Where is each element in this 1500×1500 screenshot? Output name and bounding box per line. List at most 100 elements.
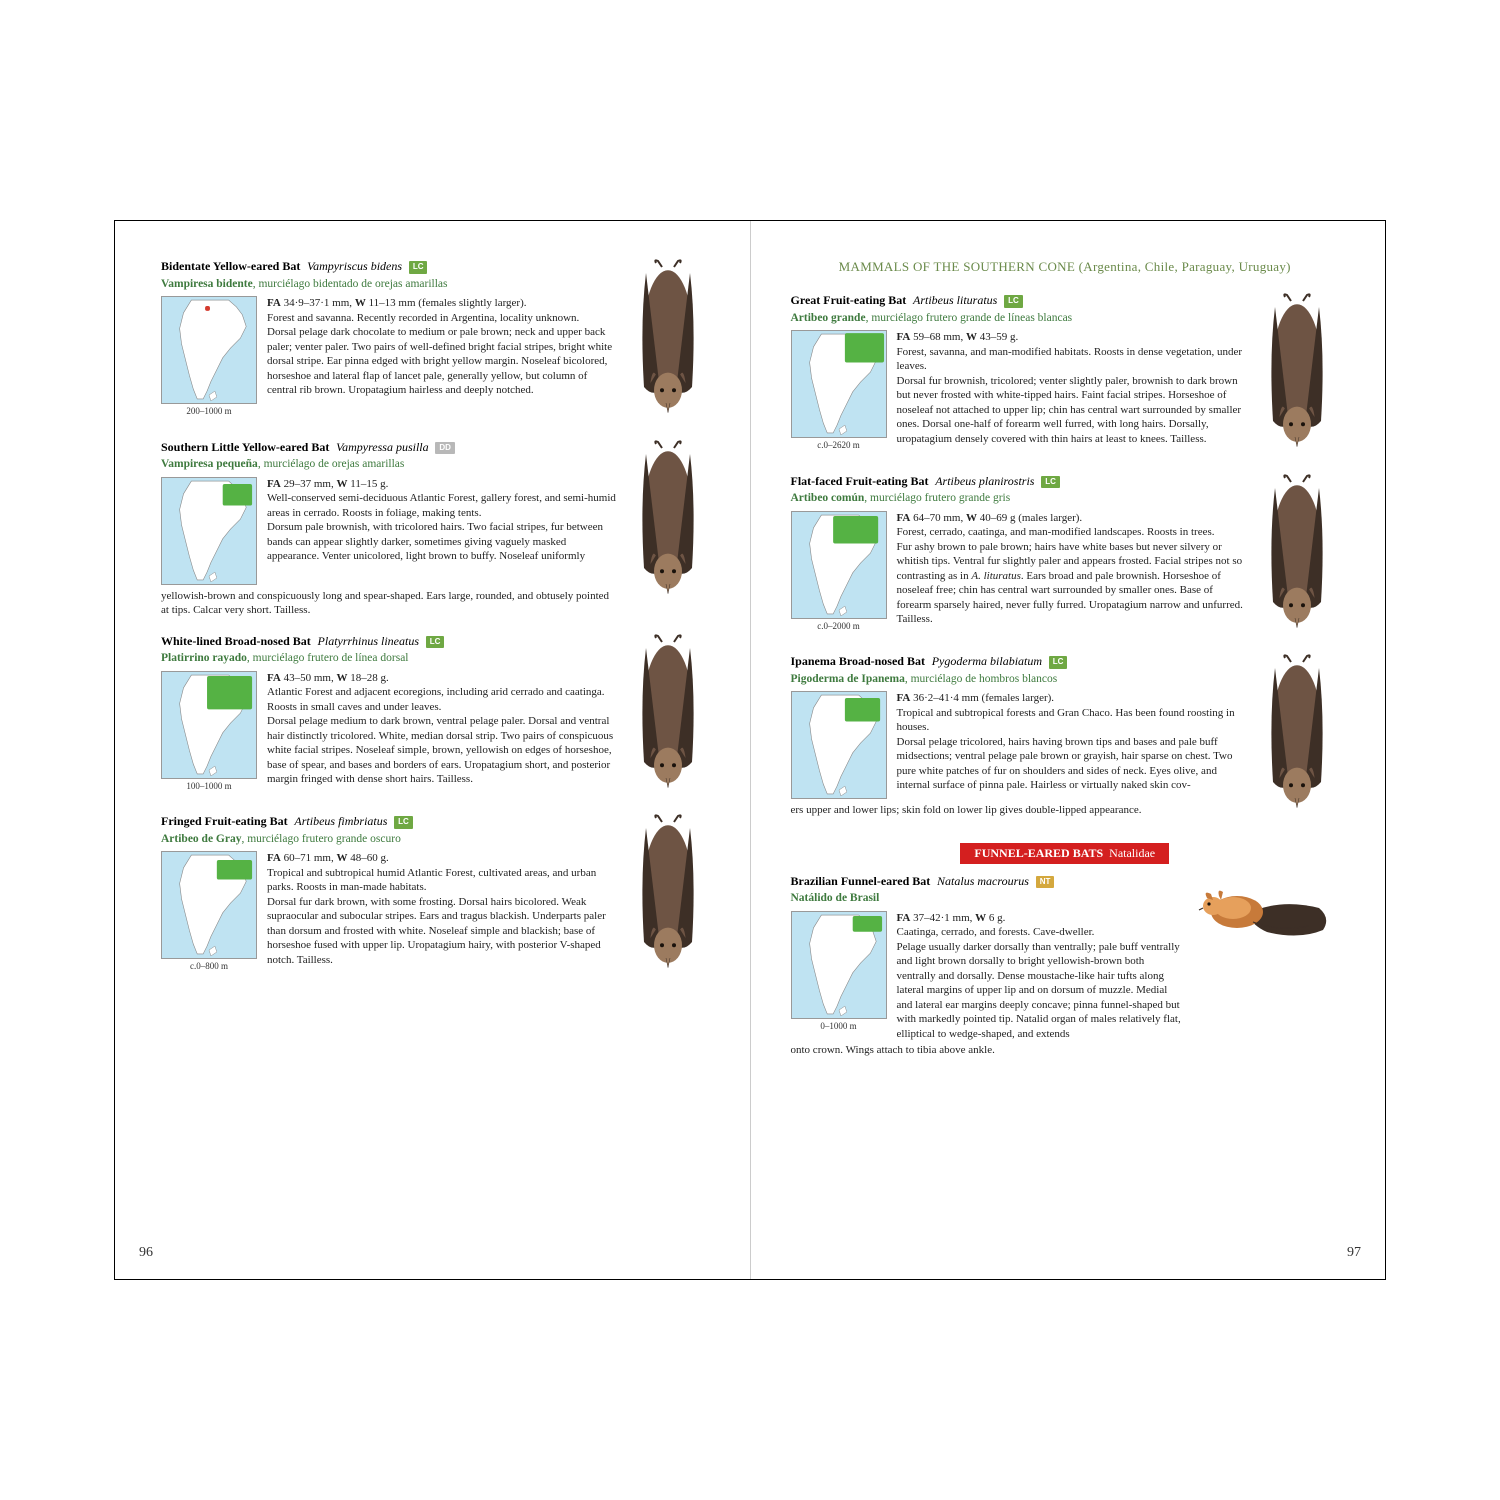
map-column: c.0–800 m — [161, 851, 257, 973]
range-map — [792, 512, 886, 618]
measurements: FA 59–68 mm, W 43–59 g. — [897, 330, 1248, 345]
entry-heading: Southern Little Yellow-eared Bat Vampyre… — [161, 440, 618, 456]
scientific-name: Artibeus lituratus — [913, 293, 997, 307]
description-column: FA 64–70 mm, W 40–69 g (males larger). F… — [897, 511, 1248, 633]
status-badge: LC — [409, 261, 428, 274]
species-entry-white-lined: White-lined Broad-nosed Bat Platyrrhinus… — [161, 634, 710, 799]
description-column: FA 29–37 mm, W 11–15 g. Well-conserved s… — [267, 477, 618, 587]
map-box — [161, 851, 257, 959]
common-name: Great Fruit-eating Bat — [791, 293, 907, 307]
page-number-left: 96 — [139, 1245, 153, 1261]
range-map — [792, 331, 886, 437]
species-entry-great-fruit: Great Fruit-eating Bat Artibeus lituratu… — [791, 293, 1340, 458]
overflow-text: yellowish-brown and conspicuously long a… — [161, 589, 618, 618]
measurements: FA 43–50 mm, W 18–28 g. — [267, 671, 618, 686]
map-box — [161, 296, 257, 404]
scientific-name: Platyrrhinus lineatus — [318, 634, 419, 648]
habitat-text: Forest and savanna. Recently recorded in… — [267, 311, 618, 326]
species-entry-brazilian-funnel: Brazilian Funnel-eared Bat Natalus macro… — [791, 874, 1340, 1058]
overflow-text: onto crown. Wings attach to tibia above … — [791, 1043, 1182, 1058]
entry-heading: Ipanema Broad-nosed Bat Pygoderma bilabi… — [791, 654, 1248, 670]
description-text: Dorsal fur brownish, tricolored; venter … — [897, 374, 1248, 447]
map-column — [161, 477, 257, 587]
habitat-text: Tropical and subtropical humid Atlantic … — [267, 866, 618, 895]
bat-illustration-column — [1255, 293, 1339, 458]
es-primary-name: Vampiresa pequeña — [161, 458, 258, 470]
bat-illustration-flying — [1189, 874, 1339, 954]
spanish-names: Artibeo grande, murciélago frutero grand… — [791, 311, 1248, 326]
es-alt-name: , murciélago frutero grande oscuro — [241, 833, 400, 845]
es-alt-name: , murciélago bidentado de orejas amarill… — [253, 278, 448, 290]
spanish-names: Artibeo común, murciélago frutero grande… — [791, 491, 1248, 506]
bat-illustration — [626, 814, 710, 974]
status-badge: LC — [426, 636, 445, 649]
measurements: FA 36·2–41·4 mm (females larger). — [897, 691, 1248, 706]
description-text: Dorsum pale brownish, with tricolored ha… — [267, 520, 618, 564]
habitat-text: Forest, cerrado, caatinga, and man-modif… — [897, 525, 1248, 540]
es-primary-name: Pigoderma de Ipanema — [791, 673, 905, 685]
habitat-text: Atlantic Forest and adjacent ecoregions,… — [267, 685, 618, 714]
es-primary-name: Artibeo grande — [791, 312, 866, 324]
habitat-text: Tropical and subtropical forests and Gra… — [897, 706, 1248, 735]
scientific-name: Natalus macrourus — [937, 874, 1029, 888]
range-map — [792, 912, 886, 1018]
entry-heading: Brazilian Funnel-eared Bat Natalus macro… — [791, 874, 1182, 890]
map-box — [161, 671, 257, 779]
common-name: Southern Little Yellow-eared Bat — [161, 440, 329, 454]
elevation-label: c.0–800 m — [161, 961, 257, 973]
common-name: Brazilian Funnel-eared Bat — [791, 874, 931, 888]
page-right: MAMMALS OF THE SOUTHERN CONE (Argentina,… — [751, 221, 1386, 1279]
bat-illustration-column — [626, 440, 710, 618]
es-primary-name: Natálido de Brasil — [791, 892, 880, 904]
spanish-names: Platirrino rayado, murciélago frutero de… — [161, 651, 618, 666]
family-bar: FUNNEL-EARED BATSNatalidae — [960, 843, 1169, 864]
bat-illustration — [1255, 654, 1339, 814]
common-name: Bidentate Yellow-eared Bat — [161, 259, 300, 273]
elevation-label: 0–1000 m — [791, 1021, 887, 1033]
bat-illustration — [1255, 293, 1339, 453]
overflow-text: ers upper and lower lips; skin fold on l… — [791, 803, 1248, 818]
map-box — [161, 477, 257, 585]
measurements: FA 64–70 mm, W 40–69 g (males larger). — [897, 511, 1248, 526]
map-column — [791, 691, 887, 801]
measurements: FA 34·9–37·1 mm, W 11–13 mm (females sli… — [267, 296, 618, 311]
es-primary-name: Vampiresa bidente — [161, 278, 253, 290]
page-number-right: 97 — [1347, 1245, 1361, 1261]
description-column: FA 43–50 mm, W 18–28 g. Atlantic Forest … — [267, 671, 618, 793]
status-badge: LC — [1041, 476, 1060, 489]
book-spread: Bidentate Yellow-eared Bat Vampyriscus b… — [114, 220, 1386, 1280]
scientific-name: Vampyressa pusilla — [336, 440, 429, 454]
description-text: Dorsal pelage dark chocolate to medium o… — [267, 325, 618, 398]
status-badge: LC — [1049, 656, 1068, 669]
range-map — [162, 852, 256, 958]
bat-illustration — [1255, 474, 1339, 634]
elevation-label: 200–1000 m — [161, 406, 257, 418]
common-name: Ipanema Broad-nosed Bat — [791, 654, 925, 668]
spanish-names: Artibeo de Gray, murciélago frutero gran… — [161, 832, 618, 847]
page-left: Bidentate Yellow-eared Bat Vampyriscus b… — [115, 221, 750, 1279]
measurements: FA 60–71 mm, W 48–60 g. — [267, 851, 618, 866]
description-text: Dorsal fur dark brown, with some frostin… — [267, 895, 618, 968]
map-column: 200–1000 m — [161, 296, 257, 418]
scientific-name: Vampyriscus bidens — [307, 259, 402, 273]
habitat-text: Forest, savanna, and man-modified habita… — [897, 345, 1248, 374]
bat-illustration-column — [626, 634, 710, 799]
elevation-label: c.0–2000 m — [791, 621, 887, 633]
map-column: 100–1000 m — [161, 671, 257, 793]
common-name: Fringed Fruit-eating Bat — [161, 814, 288, 828]
es-alt-name: , murciélago de hombros blancos — [905, 673, 1057, 685]
common-name: Flat-faced Fruit-eating Bat — [791, 474, 929, 488]
bat-illustration-column — [626, 814, 710, 979]
species-entry-flat-faced: Flat-faced Fruit-eating Bat Artibeus pla… — [791, 474, 1340, 639]
spanish-names: Pigoderma de Ipanema, murciélago de homb… — [791, 672, 1248, 687]
habitat-text: Well-conserved semi-deciduous Atlantic F… — [267, 491, 618, 520]
map-box — [791, 511, 887, 619]
entry-heading: White-lined Broad-nosed Bat Platyrrhinus… — [161, 634, 618, 650]
status-badge: NT — [1036, 876, 1055, 889]
common-name: White-lined Broad-nosed Bat — [161, 634, 311, 648]
description-text: Fur ashy brown to pale brown; hairs have… — [897, 540, 1248, 627]
bat-illustration-column — [1255, 474, 1339, 639]
family-bar-wrap: FUNNEL-EARED BATSNatalidae — [791, 835, 1340, 874]
range-map — [162, 672, 256, 778]
es-alt-name: , murciélago frutero de línea dorsal — [247, 652, 409, 664]
